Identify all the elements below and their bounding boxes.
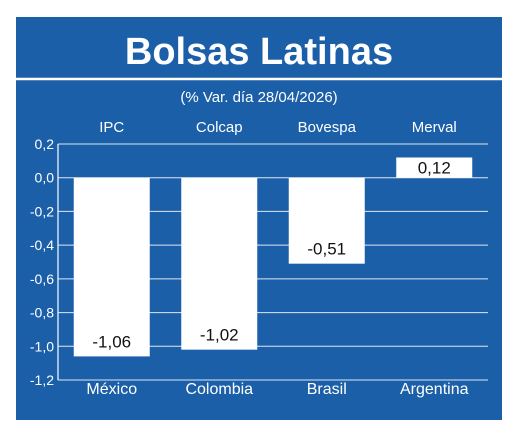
y-tick-label: 0,0: [35, 170, 55, 186]
bar-value-label: 0,12: [418, 159, 451, 178]
index-label: Bovespa: [298, 119, 357, 136]
category-label: Argentina: [400, 381, 469, 398]
bar: [181, 177, 258, 350]
category-label: Colombia: [185, 381, 253, 398]
chart-title: Bolsas Latinas: [125, 31, 393, 73]
bar: [288, 177, 365, 264]
y-tick-label: -0,6: [30, 271, 54, 287]
y-tick-label: -0,2: [30, 203, 54, 219]
index-label: Merval: [412, 119, 457, 136]
index-label: Colcap: [196, 119, 243, 136]
index-label: IPC: [99, 119, 124, 136]
bar: [396, 157, 473, 178]
bar: [73, 177, 150, 357]
y-tick-label: -1,0: [30, 338, 54, 354]
bar-value-label: -1,06: [92, 332, 131, 351]
category-label: México: [86, 381, 137, 398]
category-label: Brasil: [307, 381, 347, 398]
bar-value-label: -0,51: [307, 240, 346, 259]
y-tick-label: 0,2: [35, 136, 55, 152]
y-tick-label: -1,2: [30, 372, 54, 388]
bar-chart: Bolsas Latinas (% Var. día 28/04/2026) 0…: [16, 31, 502, 398]
chart-frame: Bolsas Latinas (% Var. día 28/04/2026) 0…: [16, 17, 502, 420]
y-tick-label: -0,4: [30, 237, 54, 253]
chart-subtitle: (% Var. día 28/04/2026): [180, 89, 337, 106]
y-tick-label: -0,8: [30, 305, 54, 321]
bar-value-label: -1,02: [200, 326, 239, 345]
